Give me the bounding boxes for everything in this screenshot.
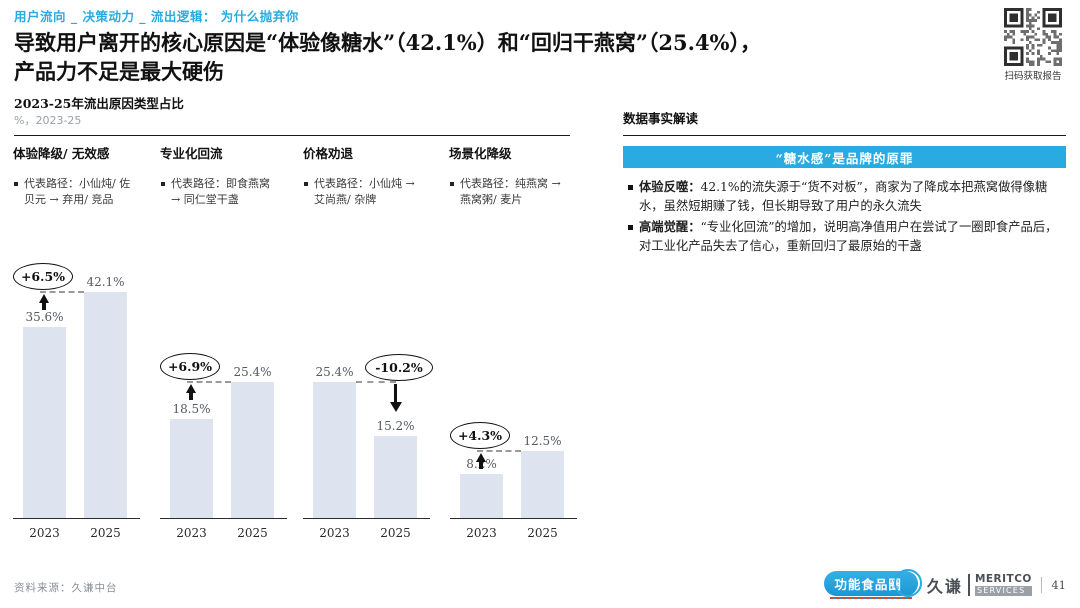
up-arrow-icon — [475, 452, 487, 469]
bar-2023 — [313, 381, 356, 518]
page-number: 41 — [1051, 578, 1066, 592]
value-label-2025: 15.2% — [376, 419, 415, 434]
category-header: 场景化降级 — [449, 146, 512, 161]
meritco-en-top: MERITCO — [974, 573, 1032, 586]
category-header: 专业化回流 — [160, 146, 223, 161]
insights-rule — [623, 135, 1066, 136]
qr-code-icon — [1004, 8, 1062, 66]
insights-banner: “糖水感”是品牌的原罪 — [623, 146, 1066, 168]
insight-item: 体验反噬：42.1%的流失源于“货不对板”，商家为了降成本把燕窝做得像糖水，虽然… — [626, 178, 1068, 215]
bar-2025 — [521, 450, 564, 518]
category-path: 代表路径：小仙炖/ 佐贝元 → 弃用/ 竞品 — [13, 176, 132, 208]
delta-dashed-line — [356, 380, 396, 383]
x-axis — [160, 518, 287, 519]
x-axis — [303, 518, 430, 519]
up-arrow-icon — [185, 383, 197, 400]
bar-2025 — [84, 291, 127, 518]
category-header: 体验降级/ 无效感 — [13, 146, 110, 161]
category-path: 代表路径：纯燕窝 → 燕窝粥/ 麦片 — [449, 176, 568, 208]
year-label-2023: 2023 — [176, 526, 207, 540]
page-title-line1: 导致用户离开的核心原因是“体验像糖水”（42.1%）和“回归干燕窝”（25.4%… — [14, 30, 762, 55]
chart-title: 2023-25年流出原因类型占比 — [14, 96, 184, 111]
down-arrow-icon — [389, 383, 402, 412]
category-path: 代表路径：即食燕窝 → 同仁堂干盏 — [160, 176, 279, 208]
value-label-2025: 25.4% — [233, 364, 272, 379]
brand-badge-logo: 功能食品圈 — [824, 569, 922, 599]
x-axis — [450, 518, 577, 519]
category-header: 价格劝退 — [303, 146, 354, 161]
year-label-2025: 2025 — [527, 526, 558, 540]
page-number-divider — [1040, 577, 1043, 593]
page-title: 导致用户离开的核心原因是“体验像糖水”（42.1%）和“回归干燕窝”（25.4%… — [14, 28, 974, 86]
bar-2025 — [231, 381, 274, 518]
source-note: 资料来源：久谦中台 — [14, 582, 118, 594]
qr-caption: 扫码获取报告 — [1004, 71, 1062, 82]
value-label-2023: 25.4% — [315, 364, 354, 379]
value-label-2023: 35.6% — [25, 309, 64, 324]
category-column-4: 场景化降级 代表路径：纯燕窝 → 燕窝粥/ 麦片 — [449, 143, 579, 208]
delta-dashed-line — [40, 290, 84, 293]
meritco-logo: 久谦 MERITCO SERVICES — [927, 573, 1032, 597]
bar-2023 — [460, 473, 503, 518]
value-label-2025: 42.1% — [86, 274, 125, 289]
category-column-1: 体验降级/ 无效感 代表路径：小仙炖/ 佐贝元 → 弃用/ 竞品 — [13, 143, 143, 208]
page-title-line2: 产品力不足是最大硬伤 — [14, 59, 224, 84]
chart-group-1: 35.6% 42.1% 2023 2025 +6.5% — [13, 255, 147, 555]
bar-2025 — [374, 436, 417, 518]
bar-2023 — [170, 418, 213, 518]
value-label-2025: 12.5% — [523, 433, 562, 448]
qr-block: 扫码获取报告 — [1002, 8, 1064, 82]
meritco-divider — [967, 574, 970, 596]
bar-2023 — [23, 326, 66, 518]
breadcrumb: 用户流向 _ 决策动力 _ 流出逻辑： 为什么抛弃你 — [14, 9, 299, 24]
year-label-2025: 2025 — [237, 526, 268, 540]
delta-badge: +6.5% — [13, 262, 73, 290]
footer-logos: 功能食品圈 久谦 MERITCO SERVICES 41 — [824, 569, 1066, 599]
chart-header-rule — [14, 135, 570, 136]
chart-group-2: 18.5% 25.4% 2023 2025 +6.9% — [160, 255, 294, 555]
delta-badge: +4.3% — [450, 421, 510, 449]
insight-item: 高端觉醒：“专业化回流”的增加，说明高净值用户在尝试了一圈即食产品后，对工业化产… — [626, 218, 1068, 255]
x-axis — [13, 518, 140, 519]
meritco-cn: 久谦 — [926, 577, 963, 596]
year-label-2023: 2023 — [466, 526, 497, 540]
insight-text: 42.1%的流失源于“货不对板”，商家为了降成本把燕窝做得像糖水，虽然短期赚了钱… — [639, 180, 1048, 213]
insights-list: 体验反噬：42.1%的流失源于“货不对板”，商家为了降成本把燕窝做得像糖水，虽然… — [626, 178, 1068, 258]
category-column-3: 价格劝退 代表路径：小仙炖 → 艾尚燕/ 杂牌 — [303, 143, 433, 208]
year-label-2025: 2025 — [90, 526, 121, 540]
insight-lead: 体验反噬： — [639, 179, 701, 194]
up-arrow-icon — [38, 293, 50, 310]
category-column-2: 专业化回流 代表路径：即食燕窝 → 同仁堂干盏 — [160, 143, 290, 208]
delta-dashed-line — [477, 449, 521, 452]
delta-dashed-line — [187, 380, 231, 383]
year-label-2023: 2023 — [319, 526, 350, 540]
brand-badge-ring-icon — [893, 569, 922, 597]
year-label-2025: 2025 — [380, 526, 411, 540]
meritco-en-bottom: SERVICES — [974, 585, 1032, 596]
value-label-2023: 18.5% — [172, 401, 211, 416]
insight-lead: 高端觉醒： — [639, 219, 701, 234]
brand-badge-strip — [830, 597, 913, 599]
delta-badge: -10.2% — [365, 353, 433, 381]
insight-text: “专业化回流”的增加，说明高净值用户在尝试了一圈即食产品后，对工业化产品失去了信… — [639, 220, 1058, 253]
delta-badge: +6.9% — [160, 352, 220, 380]
chart-group-3: 25.4% 15.2% 2023 2025 -10.2% — [303, 255, 437, 555]
year-label-2023: 2023 — [29, 526, 60, 540]
chart-subtitle: %，2023-25 — [14, 114, 82, 127]
insights-heading: 数据事实解读 — [623, 111, 699, 126]
category-path: 代表路径：小仙炖 → 艾尚燕/ 杂牌 — [303, 176, 422, 208]
